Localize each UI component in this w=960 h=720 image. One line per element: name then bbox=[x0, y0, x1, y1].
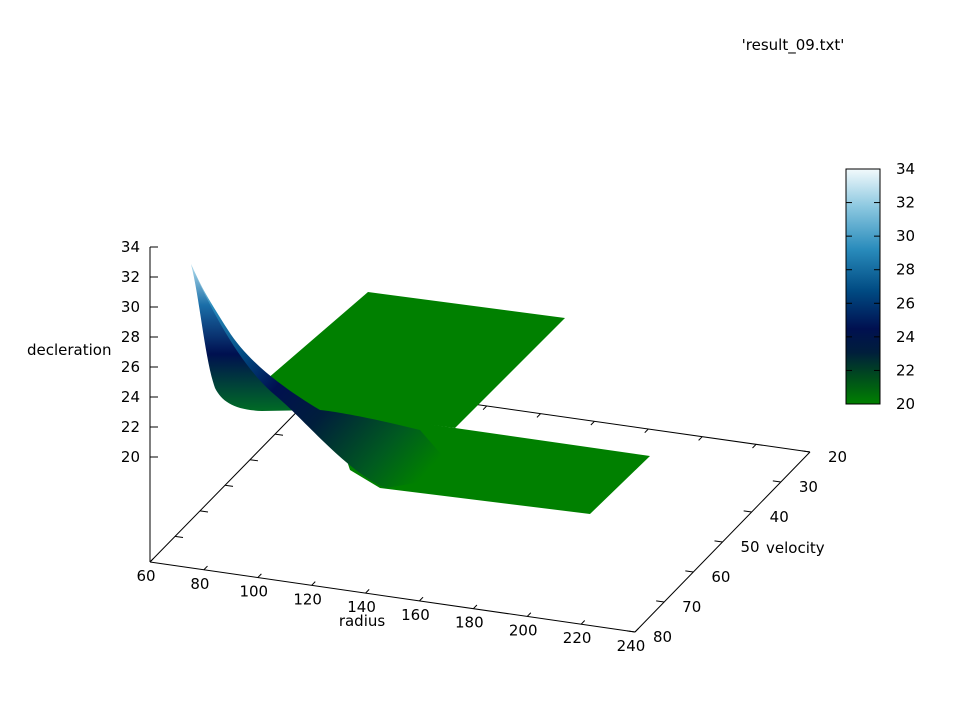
back-top-tick bbox=[590, 420, 595, 426]
x-tick-mark bbox=[634, 627, 639, 633]
z-tick-label: 32 bbox=[121, 268, 140, 286]
back-top-tick bbox=[698, 436, 703, 441]
x-tick-label: 200 bbox=[509, 621, 538, 639]
surface-sheet bbox=[191, 264, 460, 488]
back-edge-tick bbox=[174, 535, 184, 539]
x-tick-mark bbox=[257, 573, 262, 578]
back-top-tick bbox=[482, 405, 488, 411]
back-top-tick bbox=[752, 443, 757, 449]
x-axis-label: radius bbox=[339, 612, 386, 630]
y-tick-mark bbox=[772, 480, 781, 483]
x-tick-label: 140 bbox=[347, 598, 376, 616]
x-tick-mark bbox=[149, 557, 154, 563]
y-tick-label: 30 bbox=[799, 478, 818, 496]
z-tick-label: 24 bbox=[121, 388, 140, 406]
x-tick-mark bbox=[580, 620, 586, 625]
back-top-tick bbox=[644, 428, 649, 434]
x-tick-mark bbox=[311, 581, 316, 586]
tick-marks bbox=[149, 246, 811, 633]
x-tick-mark bbox=[472, 604, 478, 610]
colorbar-gradient bbox=[845, 168, 881, 405]
back-edge-tick bbox=[224, 484, 234, 487]
y-tick-label: 50 bbox=[741, 538, 760, 556]
colorbar: 20 22 24 26 28 30 32 34 bbox=[845, 160, 915, 413]
x-tick-mark bbox=[365, 589, 370, 594]
z-tick-label: 34 bbox=[121, 238, 140, 256]
colorbar-tick-label: 34 bbox=[896, 160, 915, 178]
x-tick-label: 60 bbox=[136, 567, 155, 585]
y-tick-mark bbox=[685, 570, 694, 573]
colorbar-tick-label: 24 bbox=[896, 328, 915, 346]
y-axis-label: velocity bbox=[766, 539, 825, 557]
x-tick-label: 100 bbox=[239, 583, 268, 601]
back-edge-tick bbox=[199, 510, 209, 513]
x-tick-label: 180 bbox=[455, 614, 484, 632]
z-tick-label: 30 bbox=[121, 298, 140, 316]
colorbar-tick-label: 32 bbox=[896, 194, 915, 212]
z-tick-label: 26 bbox=[121, 358, 140, 376]
y-tick-label: 20 bbox=[828, 448, 847, 466]
x-tick-mark bbox=[203, 565, 208, 571]
colorbar-ticks: 20 22 24 26 28 30 32 34 bbox=[846, 160, 915, 413]
floor-plane-back bbox=[245, 292, 565, 428]
x-tick-label: 80 bbox=[190, 575, 209, 593]
y-tick-mark bbox=[714, 540, 723, 543]
z-tick-labels: 20 22 24 26 28 30 32 34 bbox=[121, 238, 140, 466]
z-axis-label: decleration bbox=[27, 341, 112, 359]
z-tick-label: 28 bbox=[121, 328, 140, 346]
colorbar-tick-label: 28 bbox=[896, 261, 915, 279]
x-tick-label: 220 bbox=[563, 629, 592, 647]
y-tick-labels: 20 30 40 50 60 70 80 bbox=[653, 448, 847, 646]
x-axis-line bbox=[149, 561, 636, 633]
z-tick-label: 20 bbox=[121, 448, 140, 466]
y-tick-label: 60 bbox=[711, 568, 730, 586]
back-top-tick bbox=[536, 413, 541, 418]
back-edge-tick bbox=[274, 433, 284, 436]
y-tick-label: 40 bbox=[770, 508, 789, 526]
x-tick-label: 240 bbox=[617, 637, 646, 655]
x-tick-label: 120 bbox=[293, 590, 322, 608]
y-tick-mark bbox=[743, 510, 752, 513]
y-tick-label: 80 bbox=[653, 628, 672, 646]
surface-wall bbox=[191, 264, 320, 411]
back-edge-tick bbox=[249, 459, 259, 462]
colorbar-tick-label: 26 bbox=[896, 294, 915, 312]
y-tick-mark bbox=[626, 630, 636, 633]
y-tick-mark bbox=[801, 450, 811, 453]
x-tick-labels: 60 80 100 120 140 160 180 200 220 240 bbox=[136, 567, 645, 655]
z-tick-label: 22 bbox=[121, 418, 140, 436]
x-tick-mark bbox=[419, 596, 424, 602]
y-tick-mark bbox=[656, 600, 665, 603]
colorbar-tick-label: 22 bbox=[896, 361, 915, 379]
x-tick-label: 160 bbox=[401, 606, 430, 624]
x-tick-mark bbox=[526, 612, 532, 617]
colorbar-tick-label: 30 bbox=[896, 227, 915, 245]
y-tick-label: 70 bbox=[682, 598, 701, 616]
plot-title: 'result_09.txt' bbox=[742, 36, 845, 55]
colorbar-tick-label: 20 bbox=[896, 395, 915, 413]
